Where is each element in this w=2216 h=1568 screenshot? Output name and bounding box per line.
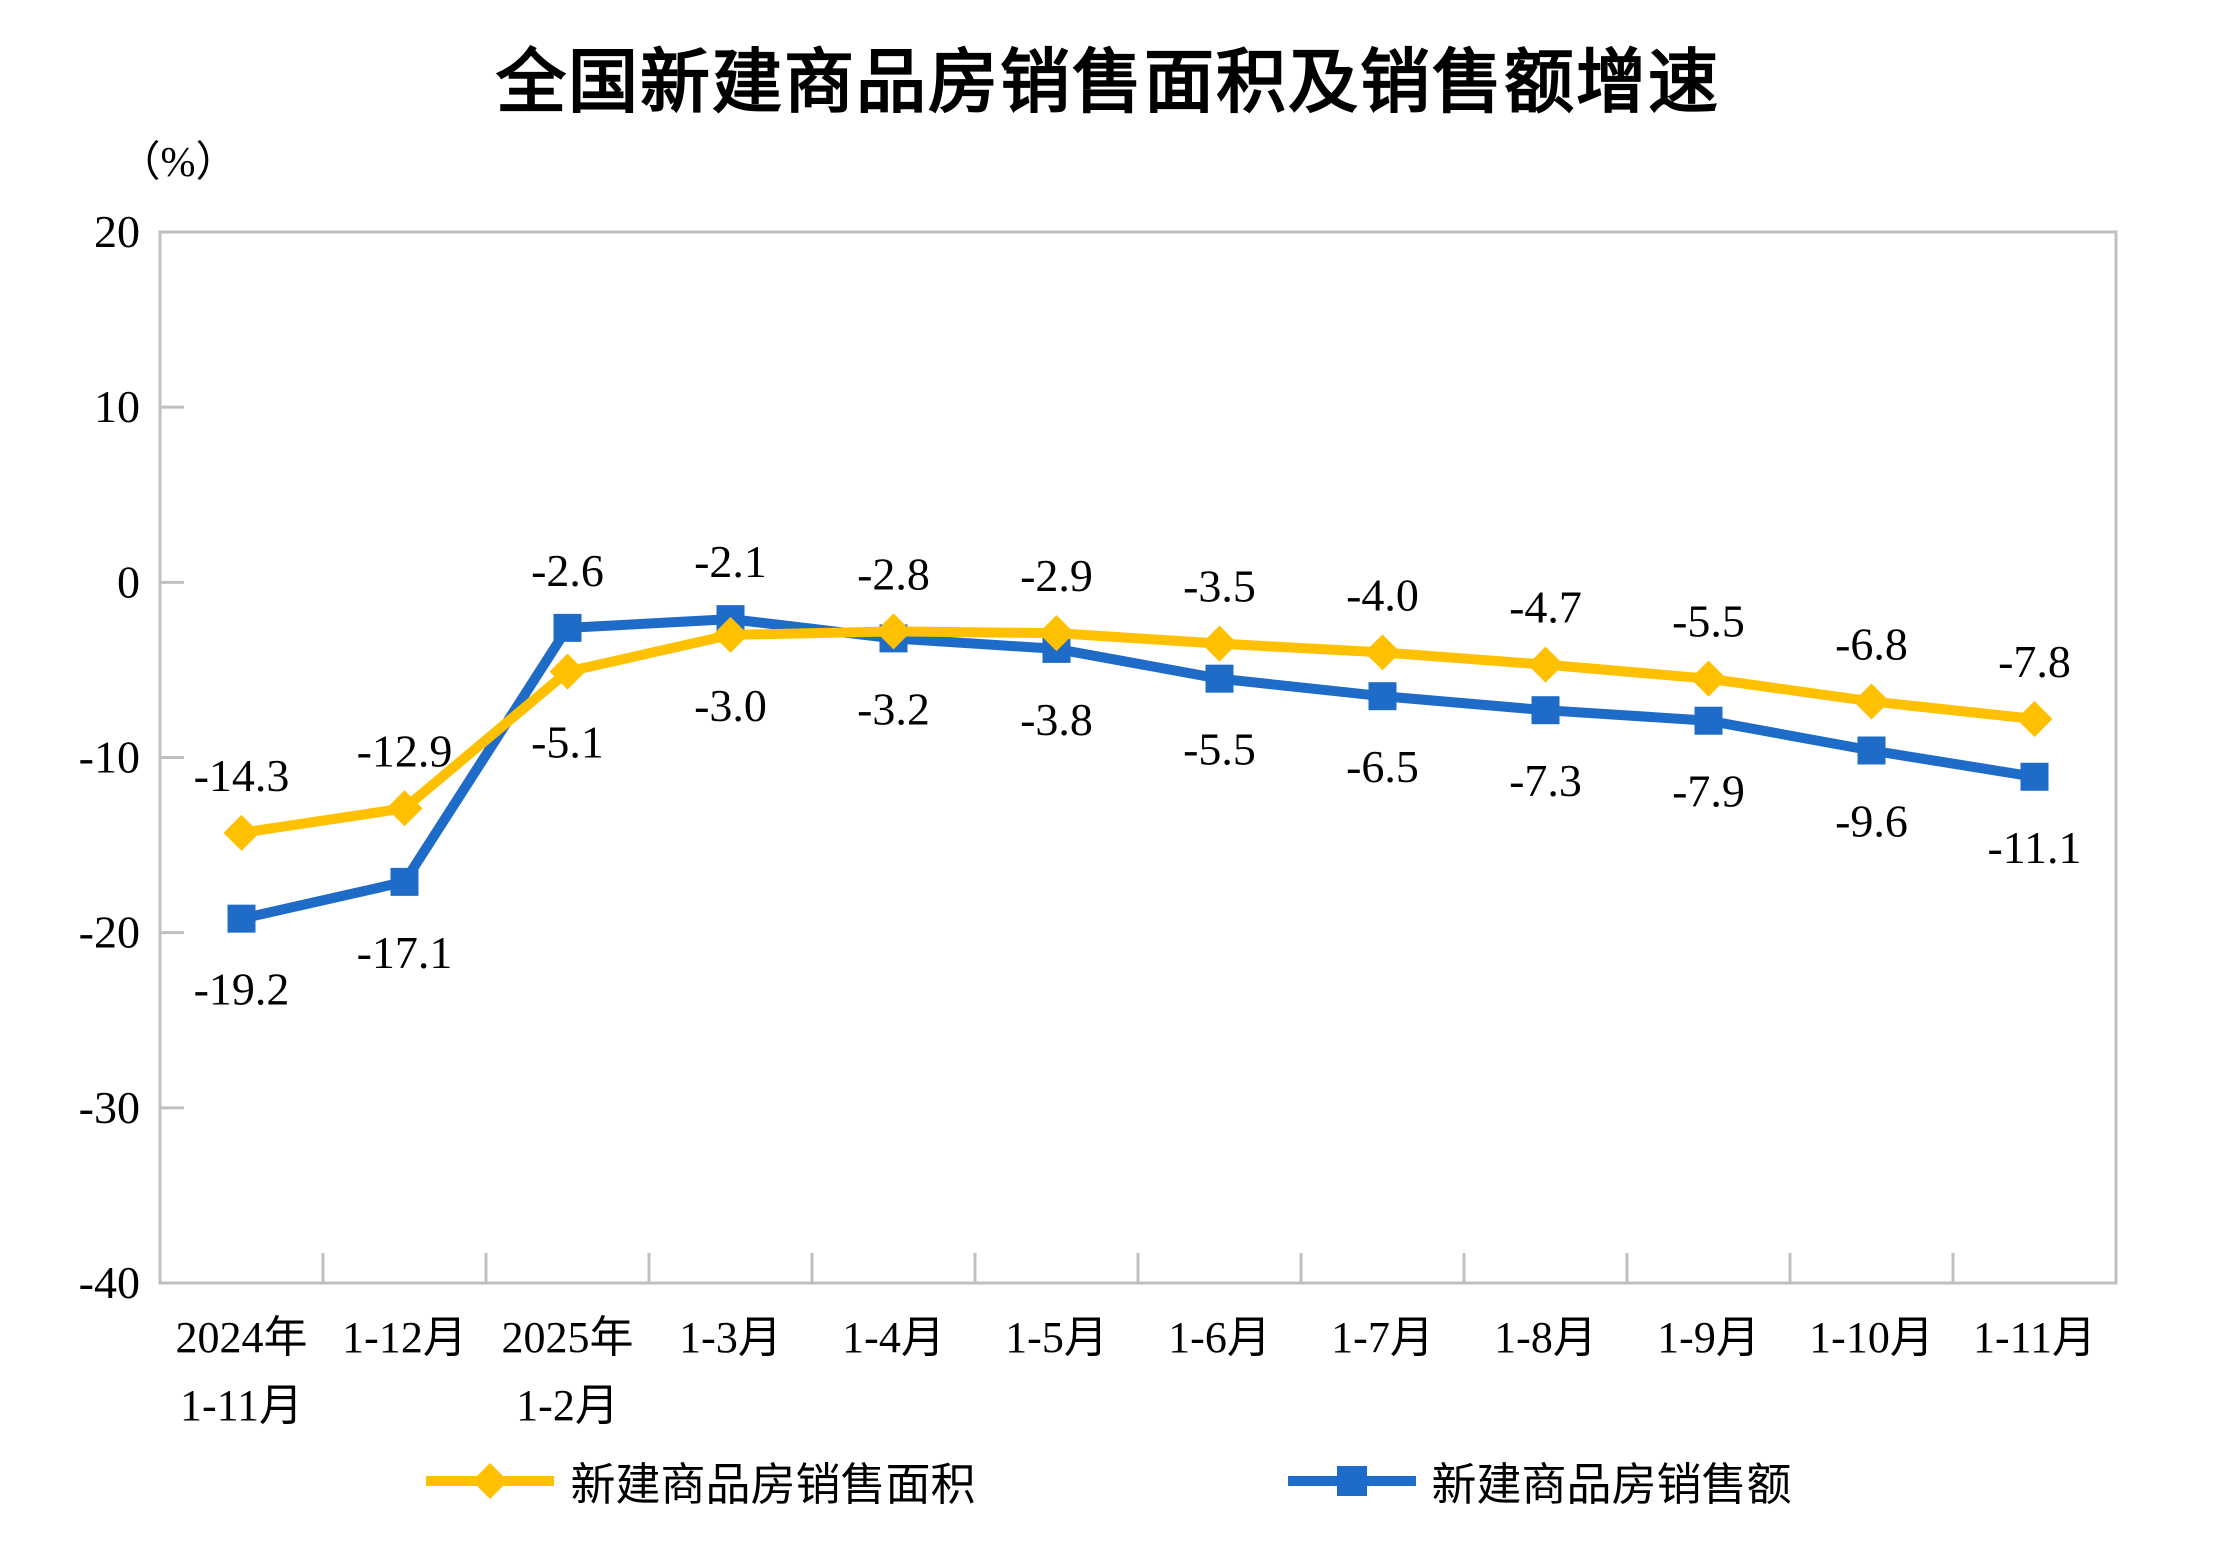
x-axis-category-label: 2024年 1-11月 <box>176 1313 308 1430</box>
data-point-marker <box>1857 736 1886 765</box>
x-axis-category-label: 1-8月 <box>1494 1313 1597 1362</box>
legend-item-sales-amount: 新建商品房销售额 <box>1286 1448 1792 1513</box>
data-point-label: -3.0 <box>694 680 767 731</box>
series-line <box>240 614 2036 924</box>
data-point-marker <box>227 904 256 933</box>
series-1 <box>227 605 2049 933</box>
data-point-label: -14.3 <box>194 750 290 801</box>
data-point-label: -3.5 <box>1183 561 1256 612</box>
data-point-marker <box>1531 696 1560 725</box>
data-point-label: -17.1 <box>357 927 453 978</box>
data-point-label: -6.8 <box>1835 618 1908 669</box>
x-axis-category-label: 2025年 1-2月 <box>502 1313 634 1430</box>
data-point-label: -12.9 <box>357 725 453 776</box>
y-axis-labels: 20 10 0 -10 -20 -30 -40 <box>79 206 140 1308</box>
legend-label-sales-area: 新建商品房销售面积 <box>570 1460 976 1510</box>
data-point-label: -7.8 <box>1998 636 2071 687</box>
x-axis-category-label: 1-5月 <box>1005 1313 1108 1362</box>
y-axis-tick-label: 20 <box>94 206 140 257</box>
legend-marker-sales-amount-icon <box>1287 1465 1416 1496</box>
y-axis-tick-label: -30 <box>79 1082 140 1133</box>
data-point-label: -2.8 <box>857 548 930 599</box>
data-point-label: -7.3 <box>1509 755 1582 806</box>
y-axis-unit-label: （%） <box>118 140 238 186</box>
data-point-label: -11.1 <box>1987 822 2081 873</box>
series-1-labels: -19.2 -17.1 -2.6 -2.1 -3.2 -3.8 -5.5 -6.5 -7.3 -7… <box>194 536 2082 1015</box>
data-point-label: -5.5 <box>1183 724 1256 775</box>
y-axis-tick-label: 0 <box>117 556 140 607</box>
legend: 新建商品房销售面积 新建商品房销售额 <box>0 1448 2216 1513</box>
data-point-marker <box>553 613 582 642</box>
x-axis-category-label: 1-7月 <box>1331 1313 1434 1362</box>
x-axis-category-label: 1-9月 <box>1657 1313 1760 1362</box>
data-point-marker <box>1205 664 1234 693</box>
data-point-marker <box>875 613 912 650</box>
data-point-marker <box>1853 683 1890 720</box>
legend-marker-sales-area-icon <box>426 1462 555 1499</box>
series-0 <box>223 613 2053 851</box>
series-line <box>240 626 2036 838</box>
data-point-marker <box>2020 762 2049 791</box>
axes <box>158 230 2118 1285</box>
x-axis-category-label: 1-12月 <box>342 1313 467 1362</box>
data-point-marker <box>386 790 423 827</box>
data-point-label: -4.7 <box>1509 582 1582 633</box>
x-axis-category-label: 1-11月 <box>1973 1313 2096 1362</box>
y-axis-tick-label: -10 <box>79 732 140 783</box>
y-axis-tick-label: 10 <box>94 381 140 432</box>
data-point-marker <box>223 814 260 851</box>
data-point-marker <box>1364 634 1401 671</box>
y-axis-tick-label: -20 <box>79 907 140 958</box>
data-point-marker <box>1368 682 1397 711</box>
data-point-label: -5.5 <box>1672 596 1745 647</box>
data-point-marker <box>1038 615 1075 652</box>
data-point-label: -5.1 <box>531 717 604 768</box>
data-point-marker <box>390 867 419 896</box>
series-0-labels: -14.3 -12.9 -5.1 -3.0 -2.8 -2.9 -3.5 -4.0 -4.7 -5… <box>194 548 2071 800</box>
y-axis-tick-label: -40 <box>79 1257 140 1308</box>
plot-frame <box>158 230 2118 1285</box>
x-axis-labels: 2024年 1-11月 1-12月 2025年 1-2月 1-3月 1-4月 1-5月 1-6月… <box>176 1313 2097 1430</box>
x-axis-category-label: 1-10月 <box>1809 1313 1934 1362</box>
data-point-label: -2.6 <box>531 545 604 596</box>
chart-title: 全国新建商品房销售面积及销售额增速 <box>496 43 1720 121</box>
data-point-label: -3.2 <box>857 683 930 734</box>
data-point-label: -7.9 <box>1672 766 1745 817</box>
data-point-marker <box>1690 660 1727 697</box>
data-point-label: -2.9 <box>1020 550 1093 601</box>
data-point-label: -19.2 <box>194 964 290 1015</box>
data-point-marker <box>712 616 749 653</box>
data-point-label: -9.6 <box>1835 795 1908 846</box>
data-point-label: -4.0 <box>1346 569 1419 620</box>
legend-item-sales-area: 新建商品房销售面积 <box>424 1448 976 1513</box>
data-point-label: -2.1 <box>694 536 767 587</box>
data-point-marker <box>549 653 586 690</box>
data-point-marker <box>1694 706 1723 735</box>
x-axis-category-label: 1-6月 <box>1168 1313 1271 1362</box>
legend-label-sales-amount: 新建商品房销售额 <box>1431 1460 1792 1510</box>
data-point-marker <box>2016 700 2053 737</box>
data-point-label: -3.8 <box>1020 694 1093 745</box>
data-point-marker <box>1201 625 1238 662</box>
x-axis-category-label: 1-3月 <box>679 1313 782 1362</box>
data-point-marker <box>1527 646 1564 683</box>
data-point-label: -6.5 <box>1346 741 1419 792</box>
x-axis-category-label: 1-4月 <box>842 1313 945 1362</box>
